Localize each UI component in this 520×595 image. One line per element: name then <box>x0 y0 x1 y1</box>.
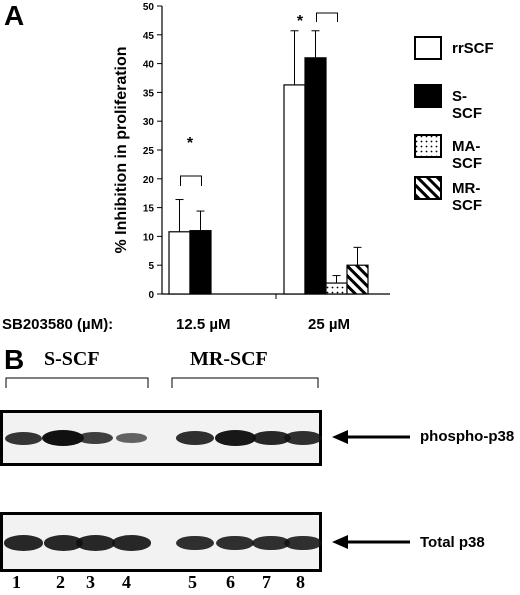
bar-rrscf <box>168 231 191 295</box>
group-label-sscf: S-SCF <box>44 348 100 370</box>
blot-band <box>43 535 83 551</box>
y-tick-label: 15 <box>143 204 155 215</box>
y-tick-label: 5 <box>148 261 154 272</box>
group-label-mrscf: MR-SCF <box>190 348 268 370</box>
legend-label-sscf: S-SCF <box>452 88 482 122</box>
significance-star: * <box>297 13 304 30</box>
significance-bracket <box>316 12 338 22</box>
bar-sscf <box>189 230 212 295</box>
blot-band <box>176 535 214 551</box>
blot-band <box>115 433 147 443</box>
legend-swatch-rrscf <box>414 36 442 60</box>
lane-number: 3 <box>86 572 95 592</box>
condition-label: SB203580 (µM): <box>2 316 114 333</box>
legend-swatch-mrscf <box>414 176 442 200</box>
legend-swatch-mascf <box>414 134 442 158</box>
significance-star: * <box>187 135 194 152</box>
group-brackets <box>5 377 319 388</box>
y-tick-label: 35 <box>143 88 155 99</box>
panel-a-letter: A <box>4 0 25 31</box>
arrow-total-p38 <box>332 535 410 549</box>
blot-band <box>216 535 254 551</box>
dose-label-high: 25 µM <box>308 316 350 333</box>
lane-number: 5 <box>188 572 197 592</box>
y-tick-label: 45 <box>143 31 155 42</box>
panel-b-letter: B <box>4 344 25 375</box>
blot-band <box>176 431 214 445</box>
legend-label-mascf: MA-SCF <box>452 138 482 172</box>
blot-label-phospho-p38: phospho-p38 <box>420 428 515 445</box>
blot-band <box>284 431 322 445</box>
blot-label-total-p38: Total p38 <box>420 534 485 551</box>
legend-swatch-sscf <box>414 84 442 108</box>
lane-number: 2 <box>56 572 65 592</box>
blot-band <box>252 535 290 551</box>
dose-label-low: 12.5 µM <box>176 316 231 333</box>
significance-bracket <box>180 175 202 186</box>
bracket-mrscf <box>171 377 319 388</box>
lane-number: 4 <box>122 572 131 592</box>
lane-number: 7 <box>262 572 271 592</box>
blot-band <box>77 431 113 445</box>
y-tick-label: 25 <box>143 146 155 157</box>
blot-band <box>251 430 291 446</box>
blot-band <box>214 430 256 446</box>
lane-number: 6 <box>226 572 235 592</box>
blot-band <box>284 535 322 551</box>
arrow-phospho-p38 <box>332 430 410 444</box>
legend: rrSCF S-SCF MA-SCF MR-SCF <box>410 36 520 216</box>
lane-number: 8 <box>296 572 305 592</box>
blot-band <box>42 430 84 446</box>
y-tick-label: 40 <box>143 60 155 71</box>
y-tick-label: 50 <box>143 2 155 13</box>
y-tick-label: 20 <box>143 175 155 186</box>
blot-band <box>3 535 43 551</box>
y-tick-label: 30 <box>143 117 155 128</box>
bar-sscf <box>304 57 327 295</box>
blot-band <box>75 535 115 551</box>
bar-mascf <box>325 282 348 295</box>
legend-label-mrscf: MR-SCF <box>452 180 482 214</box>
bracket-sscf <box>5 377 149 388</box>
blot-phospho-p38 <box>0 410 322 466</box>
y-tick-label: 0 <box>148 290 154 301</box>
lane-number: 1 <box>12 572 21 592</box>
bar-chart: % Inhibition in proliferation 0 5 10 15 20 25… <box>113 2 390 301</box>
y-tick-label: 10 <box>143 232 155 243</box>
legend-label-rrscf: rrSCF <box>452 40 494 57</box>
bar-mrscf <box>346 264 369 295</box>
bar-rrscf <box>283 84 306 295</box>
blot-band <box>111 535 151 551</box>
blot-band <box>4 431 42 445</box>
blot-total-p38 <box>0 512 322 572</box>
y-axis-label: % Inhibition in proliferation <box>113 46 130 253</box>
